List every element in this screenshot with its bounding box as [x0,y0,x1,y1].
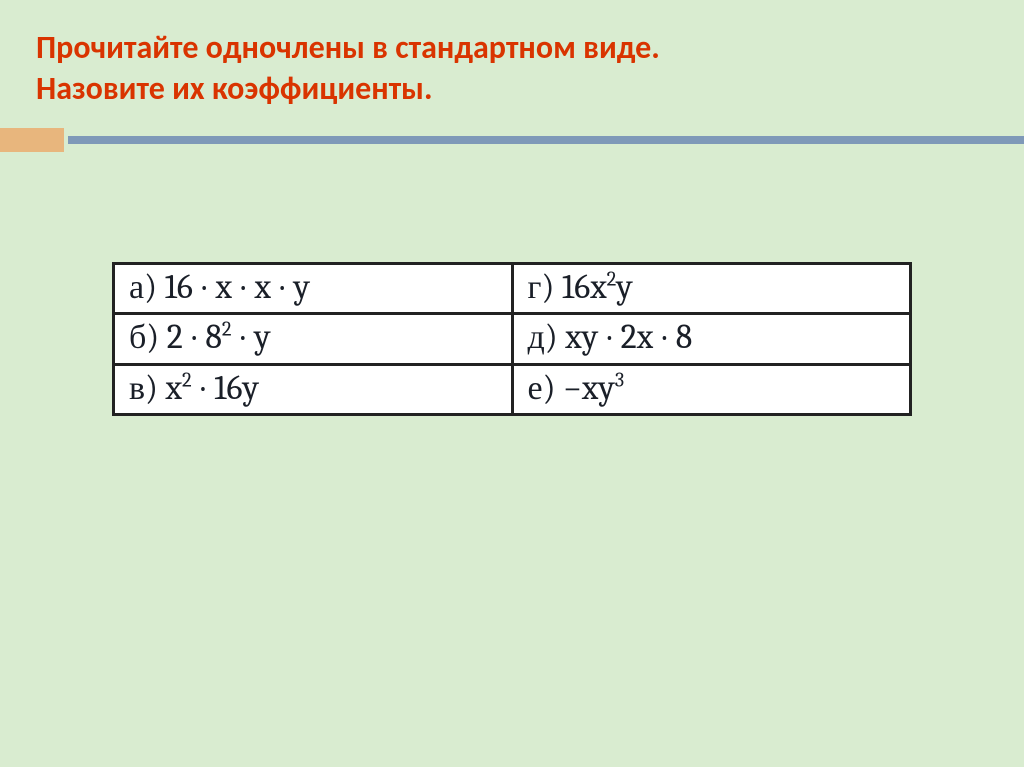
cell-expression: −xy3 [563,368,624,408]
slide-title-line2: Назовите их коэффициенты. [36,69,988,110]
table-row: в) x2 · 16y е) −xy3 [114,364,911,414]
cell-expression: 2 · 82 · y [167,317,271,357]
cell-expression: 16 · x · x · y [165,267,310,307]
cell-b: б) 2 · 82 · y [114,314,513,364]
cell-g: г) 16x2y [512,263,911,313]
cell-a: а) 16 · x · x · y [114,263,513,313]
cell-label: г) [528,267,555,307]
cell-expression: 16x2y [562,267,633,307]
divider-accent-line [68,136,1024,144]
title-area: Прочитайте одночлены в стандартном виде.… [0,0,1024,128]
cell-label: д) [528,317,558,357]
cell-label: б) [129,317,159,357]
cell-expression: xy · 2x · 8 [565,317,692,357]
table-row: б) 2 · 82 · y д) xy · 2x · 8 [114,314,911,364]
content-area: а) 16 · x · x · y г) 16x2y б) 2 · 82 · y… [0,152,1024,416]
cell-label: е) [528,368,556,408]
cell-expression: x2 · 16y [166,368,259,408]
cell-v: в) x2 · 16y [114,364,513,414]
cell-d: д) xy · 2x · 8 [512,314,911,364]
divider-accent-square [0,128,64,152]
divider [0,128,1024,152]
slide-title-line1: Прочитайте одночлены в стандартном виде. [36,28,988,69]
cell-label: а) [129,267,157,307]
monomial-table: а) 16 · x · x · y г) 16x2y б) 2 · 82 · y… [112,262,912,416]
table-row: а) 16 · x · x · y г) 16x2y [114,263,911,313]
cell-label: в) [129,368,158,408]
cell-e: е) −xy3 [512,364,911,414]
